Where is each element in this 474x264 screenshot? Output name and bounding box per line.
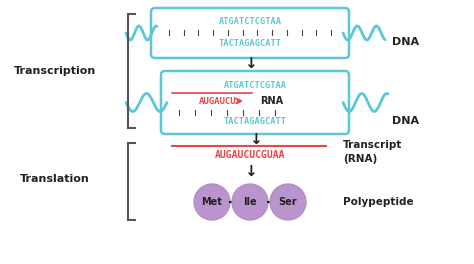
Text: ATGATCTCGTAA: ATGATCTCGTAA bbox=[219, 17, 282, 26]
Text: Polypeptide: Polypeptide bbox=[343, 197, 414, 207]
Text: ↓: ↓ bbox=[244, 164, 256, 180]
Text: DNA: DNA bbox=[392, 116, 419, 126]
Circle shape bbox=[270, 184, 306, 220]
Text: Transcription: Transcription bbox=[14, 66, 96, 76]
Text: AUGAUCU: AUGAUCU bbox=[199, 97, 237, 106]
Circle shape bbox=[232, 184, 268, 220]
Text: ↓: ↓ bbox=[244, 55, 256, 70]
Text: TACTAGAGCATT: TACTAGAGCATT bbox=[219, 40, 282, 49]
Text: DNA: DNA bbox=[392, 37, 419, 47]
Text: AUGAUCUCGUAA: AUGAUCUCGUAA bbox=[215, 150, 285, 160]
Text: Translation: Translation bbox=[20, 173, 90, 183]
Text: Met: Met bbox=[201, 197, 222, 207]
Text: TACTAGAGCATT: TACTAGAGCATT bbox=[224, 116, 286, 125]
Text: Transcript
(RNA): Transcript (RNA) bbox=[343, 140, 402, 164]
Text: ↓: ↓ bbox=[249, 133, 261, 148]
Text: Ile: Ile bbox=[243, 197, 257, 207]
Text: ATGATCTCGTAA: ATGATCTCGTAA bbox=[224, 81, 286, 89]
Circle shape bbox=[194, 184, 230, 220]
Text: RNA: RNA bbox=[260, 96, 283, 106]
Text: Ser: Ser bbox=[279, 197, 297, 207]
